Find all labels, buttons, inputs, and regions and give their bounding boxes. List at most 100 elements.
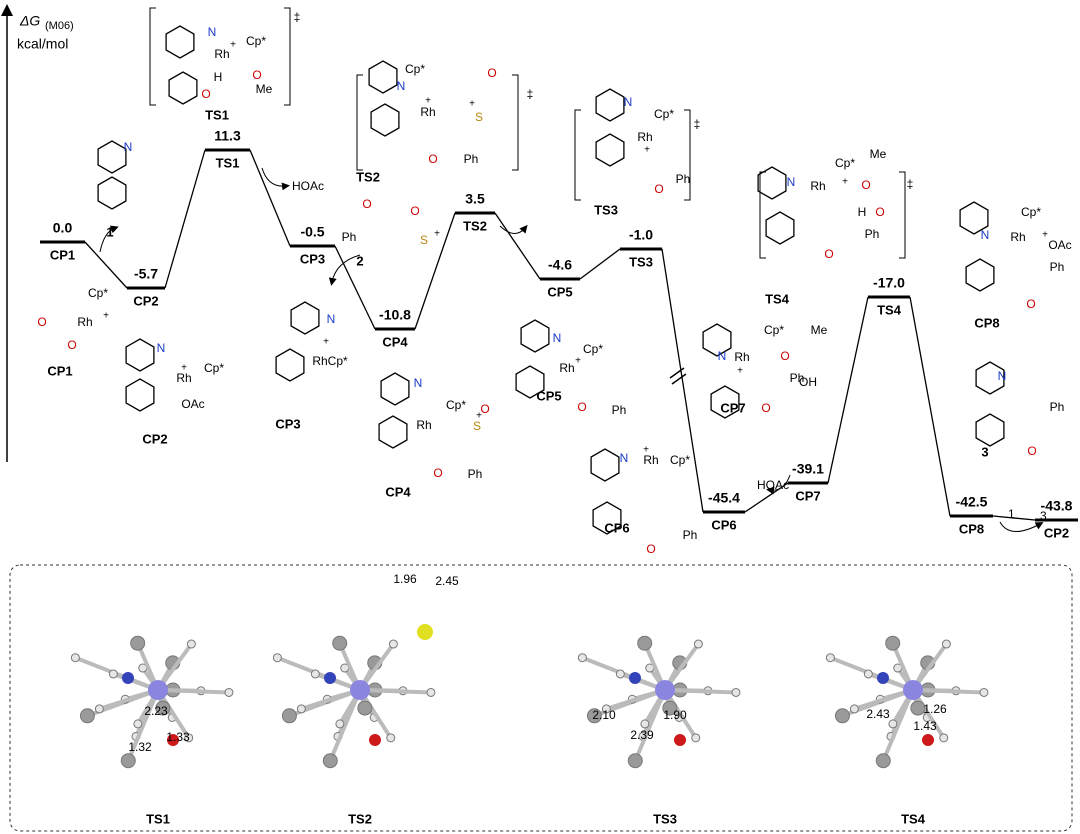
structure-caption: TS3 xyxy=(594,202,618,217)
atom-sphere xyxy=(108,669,118,679)
atom-label: O xyxy=(861,178,870,192)
rh-sphere xyxy=(903,680,923,700)
ring xyxy=(590,448,620,482)
structure-caption: 2 xyxy=(356,253,363,268)
atom-sphere xyxy=(849,704,859,714)
atom-label: S xyxy=(420,233,428,247)
energy-label: -4.6 xyxy=(548,257,572,273)
atom-label: Rh xyxy=(420,105,435,119)
distance: 2.45 xyxy=(435,574,459,588)
connector xyxy=(579,248,621,280)
bond xyxy=(664,688,737,695)
o-sphere xyxy=(167,734,179,746)
atom-sphere xyxy=(875,753,891,769)
ring xyxy=(965,258,995,292)
axis-unit: kcal/mol xyxy=(17,36,68,52)
atom-label: N xyxy=(981,228,990,242)
atom-label: Cp* xyxy=(88,286,108,300)
atom-sphere xyxy=(426,687,436,697)
reagent: 1 xyxy=(1008,507,1015,521)
atom-label: Rh xyxy=(637,130,652,144)
energy-label: -0.5 xyxy=(300,224,324,240)
structure-caption: 3 xyxy=(981,444,988,459)
atom-sphere xyxy=(130,635,146,651)
n-sphere xyxy=(877,672,889,684)
connector xyxy=(494,212,541,280)
atom-label: O xyxy=(780,349,789,363)
structure-caption: CP8 xyxy=(974,315,999,330)
atom-label: S xyxy=(475,110,483,124)
atom-label: Ph xyxy=(790,371,805,385)
geometry-caption: TS1 xyxy=(146,811,170,826)
atom-label: + xyxy=(575,356,581,367)
arrow xyxy=(328,254,361,286)
state-label: CP3 xyxy=(300,251,325,266)
atom-label: Ph xyxy=(468,467,483,481)
atom-label: Ph xyxy=(1050,260,1065,274)
atom-label: ‡ xyxy=(294,10,301,24)
atom-sphere xyxy=(888,719,898,729)
structure-caption: CP6 xyxy=(604,520,629,535)
energy-label: -39.1 xyxy=(792,461,824,477)
atom-sphere xyxy=(979,687,989,697)
distance: 1.33 xyxy=(166,730,190,744)
atom-sphere xyxy=(70,653,80,663)
ring xyxy=(757,166,787,200)
atom-sphere xyxy=(224,687,234,697)
atom-sphere xyxy=(640,719,650,729)
energy-label: 0.0 xyxy=(53,220,73,236)
atom-label: Ph xyxy=(1050,400,1065,414)
atom-label: OAc xyxy=(1048,238,1071,252)
ring xyxy=(595,88,625,122)
atom-label: Rh xyxy=(214,47,229,61)
atom-label: + xyxy=(737,366,743,377)
bond xyxy=(359,688,432,695)
axis-symbol: ΔG xyxy=(19,13,40,29)
structure-caption: TS2 xyxy=(356,169,380,184)
energy-label: 3.5 xyxy=(465,191,485,207)
atom-sphere xyxy=(586,708,602,724)
atom-label: Ph xyxy=(683,528,698,542)
atom-label: O xyxy=(362,197,371,211)
ring xyxy=(125,338,155,372)
connector xyxy=(164,149,206,289)
atom-sphere xyxy=(335,719,345,729)
atom-sphere xyxy=(79,708,95,724)
atom-label: + xyxy=(434,229,440,240)
atom-sphere xyxy=(825,653,835,663)
atom-sphere xyxy=(863,669,873,679)
bond xyxy=(912,688,985,695)
ring xyxy=(97,176,127,210)
atom-label: O xyxy=(1026,297,1035,311)
atom-label: Rh xyxy=(810,179,825,193)
atom-label: Rh xyxy=(559,361,574,375)
atom-label: N xyxy=(208,25,217,39)
atom-sphere xyxy=(939,733,949,743)
atom-sphere xyxy=(731,687,741,697)
atom-label: Ph xyxy=(865,227,880,241)
energy-label: -42.5 xyxy=(956,494,988,510)
atom-sphere xyxy=(834,708,850,724)
atom-sphere xyxy=(332,635,348,651)
ring xyxy=(975,413,1005,447)
bond xyxy=(98,688,159,711)
atom-sphere xyxy=(184,733,194,743)
atom-sphere xyxy=(322,753,338,769)
atom-label: Ph xyxy=(342,230,357,244)
state-label: CP5 xyxy=(547,284,572,299)
ring xyxy=(368,60,398,94)
energy-label: -5.7 xyxy=(134,266,158,282)
state-label: CP8 xyxy=(959,521,984,536)
atom-label: N xyxy=(553,331,562,345)
arrow xyxy=(766,474,791,495)
distance: 2.43 xyxy=(866,707,890,721)
atom-label: + xyxy=(1042,230,1048,241)
atom-sphere xyxy=(386,733,396,743)
atom-label: Cp* xyxy=(835,156,855,170)
atom-sphere xyxy=(388,639,398,649)
atom-label: O xyxy=(646,542,655,556)
ring xyxy=(380,372,410,406)
atom-sphere xyxy=(885,635,901,651)
atom-label: Rh xyxy=(77,315,92,329)
